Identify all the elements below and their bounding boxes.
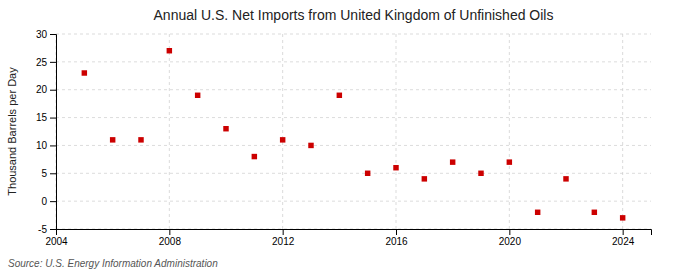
tick-mark bbox=[50, 173, 56, 174]
point bbox=[535, 210, 540, 215]
tick-label: 25 bbox=[36, 57, 48, 68]
tick: 0 bbox=[41, 196, 56, 207]
title: Annual U.S. Net Imports from United King… bbox=[154, 7, 554, 23]
plot-area: 2004 2008 2012 2016 2020 2024 -5 0 5 10 15 20 25 30 bbox=[36, 29, 652, 247]
point bbox=[280, 137, 285, 142]
tick: 2004 bbox=[45, 229, 68, 247]
source: Source: U.S. Energy Information Administ… bbox=[8, 258, 218, 269]
grid-line-x bbox=[622, 34, 623, 229]
y-axis: -5 0 5 10 15 20 25 30 bbox=[36, 29, 57, 235]
tick: 5 bbox=[41, 168, 56, 179]
tick: 2008 bbox=[159, 229, 182, 247]
grid bbox=[56, 34, 651, 229]
point bbox=[138, 137, 143, 142]
tick-mark bbox=[50, 118, 56, 119]
points bbox=[82, 48, 626, 221]
tick-label: 2012 bbox=[272, 236, 295, 247]
tick-label: 5 bbox=[41, 168, 47, 179]
tick: 30 bbox=[36, 29, 56, 40]
grid-line-y bbox=[56, 34, 651, 35]
point bbox=[365, 171, 370, 176]
point bbox=[167, 48, 172, 53]
tick: 20 bbox=[36, 84, 56, 95]
point bbox=[223, 126, 228, 131]
x-axis: 2004 2008 2012 2016 2020 2024 bbox=[45, 229, 651, 247]
point bbox=[110, 137, 115, 142]
point bbox=[478, 171, 483, 176]
tick-mark bbox=[396, 229, 397, 235]
tick-mark bbox=[50, 145, 56, 146]
axis-line bbox=[50, 35, 57, 230]
point bbox=[337, 93, 342, 98]
point bbox=[195, 93, 200, 98]
tick: 15 bbox=[36, 112, 56, 123]
tick-mark bbox=[50, 62, 56, 63]
tick-label: -5 bbox=[38, 224, 47, 235]
grid-line-y bbox=[56, 173, 651, 174]
grid-line-x bbox=[282, 34, 283, 229]
point bbox=[252, 154, 257, 159]
tick: 2012 bbox=[272, 229, 295, 247]
tick-label: 0 bbox=[41, 196, 47, 207]
tick-label: 30 bbox=[36, 29, 48, 40]
grid-line-y bbox=[56, 61, 651, 62]
point bbox=[563, 176, 568, 181]
tick-mark bbox=[50, 229, 56, 230]
point bbox=[82, 70, 87, 75]
axis-line bbox=[57, 230, 652, 236]
tick: -5 bbox=[38, 224, 56, 235]
point bbox=[592, 210, 597, 215]
tick-label: 2016 bbox=[385, 236, 408, 247]
point bbox=[308, 143, 313, 148]
y-axis-label: Thousand Barrels per Day bbox=[6, 67, 18, 196]
tick-label: 2008 bbox=[159, 236, 182, 247]
tick: 2020 bbox=[499, 229, 522, 247]
tick-mark bbox=[169, 229, 170, 235]
grid-line-x bbox=[169, 34, 170, 229]
tick-label: 2020 bbox=[499, 236, 522, 247]
tick-mark bbox=[50, 201, 56, 202]
tick-mark bbox=[50, 90, 56, 91]
tick: 2016 bbox=[385, 229, 408, 247]
tick-label: 20 bbox=[36, 84, 48, 95]
tick-mark bbox=[623, 229, 624, 235]
tick-label: 10 bbox=[36, 140, 48, 151]
grid-line-x bbox=[396, 34, 397, 229]
grid-line-y bbox=[56, 89, 651, 90]
tick-label: 2024 bbox=[612, 236, 635, 247]
grid-line-x bbox=[509, 34, 510, 229]
tick-mark bbox=[509, 229, 510, 235]
tick: 2024 bbox=[612, 229, 635, 247]
grid-line-y bbox=[56, 201, 651, 202]
point bbox=[422, 176, 427, 181]
tick: 25 bbox=[36, 57, 56, 68]
point bbox=[393, 165, 398, 170]
tick-label: 15 bbox=[36, 112, 48, 123]
tick: 10 bbox=[36, 140, 56, 151]
tick-mark bbox=[283, 229, 284, 235]
grid-line-y bbox=[56, 117, 651, 118]
tick-mark bbox=[50, 34, 56, 35]
point bbox=[620, 215, 625, 220]
point bbox=[450, 159, 455, 164]
grid-line-y bbox=[56, 145, 651, 146]
point bbox=[507, 159, 512, 164]
tick-label: 2004 bbox=[45, 236, 68, 247]
chart: 2004 2008 2012 2016 2020 2024 -5 0 5 10 15 20 25 30 An… bbox=[0, 0, 675, 275]
